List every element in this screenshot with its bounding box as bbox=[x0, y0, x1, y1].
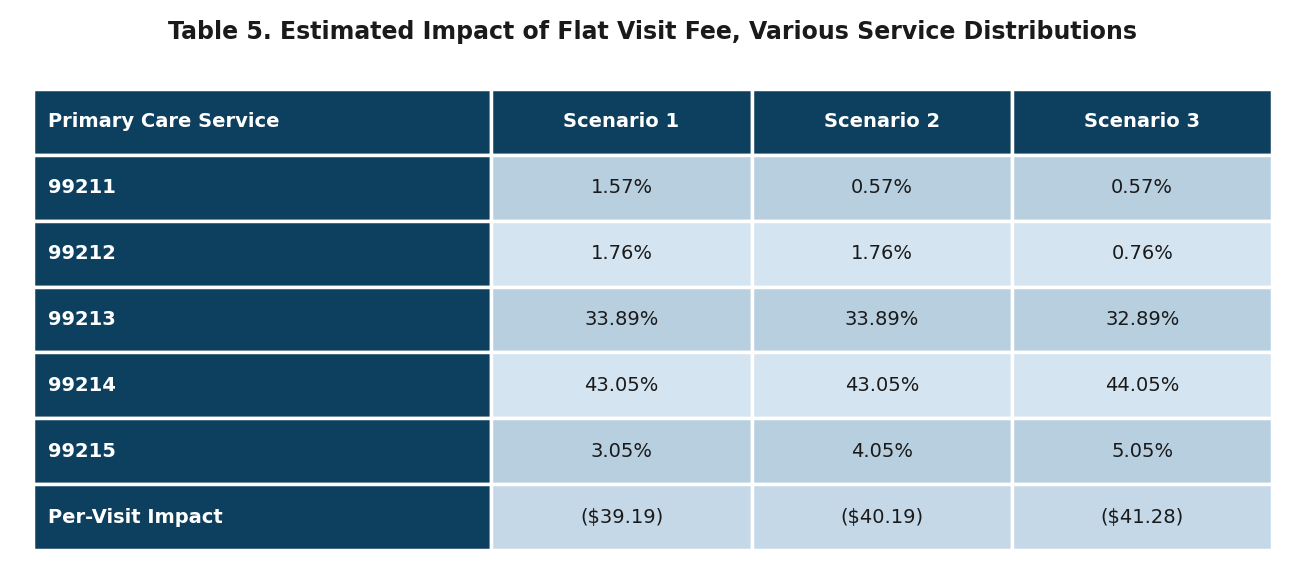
Bar bbox=[1013, 286, 1272, 352]
Bar bbox=[752, 286, 1013, 352]
Bar bbox=[33, 418, 491, 484]
Bar bbox=[33, 286, 491, 352]
Text: 5.05%: 5.05% bbox=[1111, 442, 1173, 461]
Bar bbox=[752, 484, 1013, 550]
Bar bbox=[491, 89, 752, 155]
Bar bbox=[1013, 89, 1272, 155]
Bar bbox=[491, 418, 752, 484]
Text: 99214: 99214 bbox=[48, 376, 116, 395]
Bar bbox=[752, 352, 1013, 418]
Text: 33.89%: 33.89% bbox=[585, 310, 659, 329]
Text: 1.76%: 1.76% bbox=[590, 244, 652, 263]
Text: Scenario 1: Scenario 1 bbox=[564, 112, 680, 131]
Bar bbox=[752, 221, 1013, 286]
Text: Scenario 2: Scenario 2 bbox=[823, 112, 940, 131]
Text: 0.57%: 0.57% bbox=[851, 178, 913, 197]
Bar bbox=[33, 221, 491, 286]
Text: 43.05%: 43.05% bbox=[844, 376, 919, 395]
Bar bbox=[491, 484, 752, 550]
Bar bbox=[752, 418, 1013, 484]
Text: 0.57%: 0.57% bbox=[1111, 178, 1173, 197]
Text: 0.76%: 0.76% bbox=[1112, 244, 1173, 263]
Text: 99213: 99213 bbox=[48, 310, 116, 329]
Text: 99215: 99215 bbox=[48, 442, 116, 461]
Text: 99211: 99211 bbox=[48, 178, 116, 197]
Text: 3.05%: 3.05% bbox=[590, 442, 652, 461]
Text: Per-Visit Impact: Per-Visit Impact bbox=[48, 508, 223, 527]
Text: Scenario 3: Scenario 3 bbox=[1084, 112, 1201, 131]
Text: 43.05%: 43.05% bbox=[585, 376, 659, 395]
Text: 1.76%: 1.76% bbox=[851, 244, 913, 263]
Text: ($40.19): ($40.19) bbox=[840, 508, 924, 527]
Bar bbox=[33, 89, 491, 155]
Text: 33.89%: 33.89% bbox=[844, 310, 919, 329]
Text: ($39.19): ($39.19) bbox=[579, 508, 663, 527]
Text: 99212: 99212 bbox=[48, 244, 116, 263]
Bar bbox=[491, 221, 752, 286]
Bar bbox=[1013, 418, 1272, 484]
Text: 4.05%: 4.05% bbox=[851, 442, 913, 461]
Text: 1.57%: 1.57% bbox=[590, 178, 652, 197]
Bar bbox=[1013, 155, 1272, 221]
Bar bbox=[491, 286, 752, 352]
Text: Primary Care Service: Primary Care Service bbox=[48, 112, 279, 131]
Bar bbox=[1013, 221, 1272, 286]
Bar bbox=[33, 484, 491, 550]
Bar bbox=[33, 155, 491, 221]
Bar bbox=[1013, 484, 1272, 550]
Bar bbox=[752, 89, 1013, 155]
Bar bbox=[491, 155, 752, 221]
Text: ($41.28): ($41.28) bbox=[1100, 508, 1184, 527]
Bar bbox=[491, 352, 752, 418]
Text: 44.05%: 44.05% bbox=[1105, 376, 1180, 395]
Bar bbox=[33, 352, 491, 418]
Text: Table 5. Estimated Impact of Flat Visit Fee, Various Service Distributions: Table 5. Estimated Impact of Flat Visit … bbox=[168, 20, 1137, 44]
Text: 32.89%: 32.89% bbox=[1105, 310, 1180, 329]
Bar bbox=[752, 155, 1013, 221]
Bar bbox=[1013, 352, 1272, 418]
